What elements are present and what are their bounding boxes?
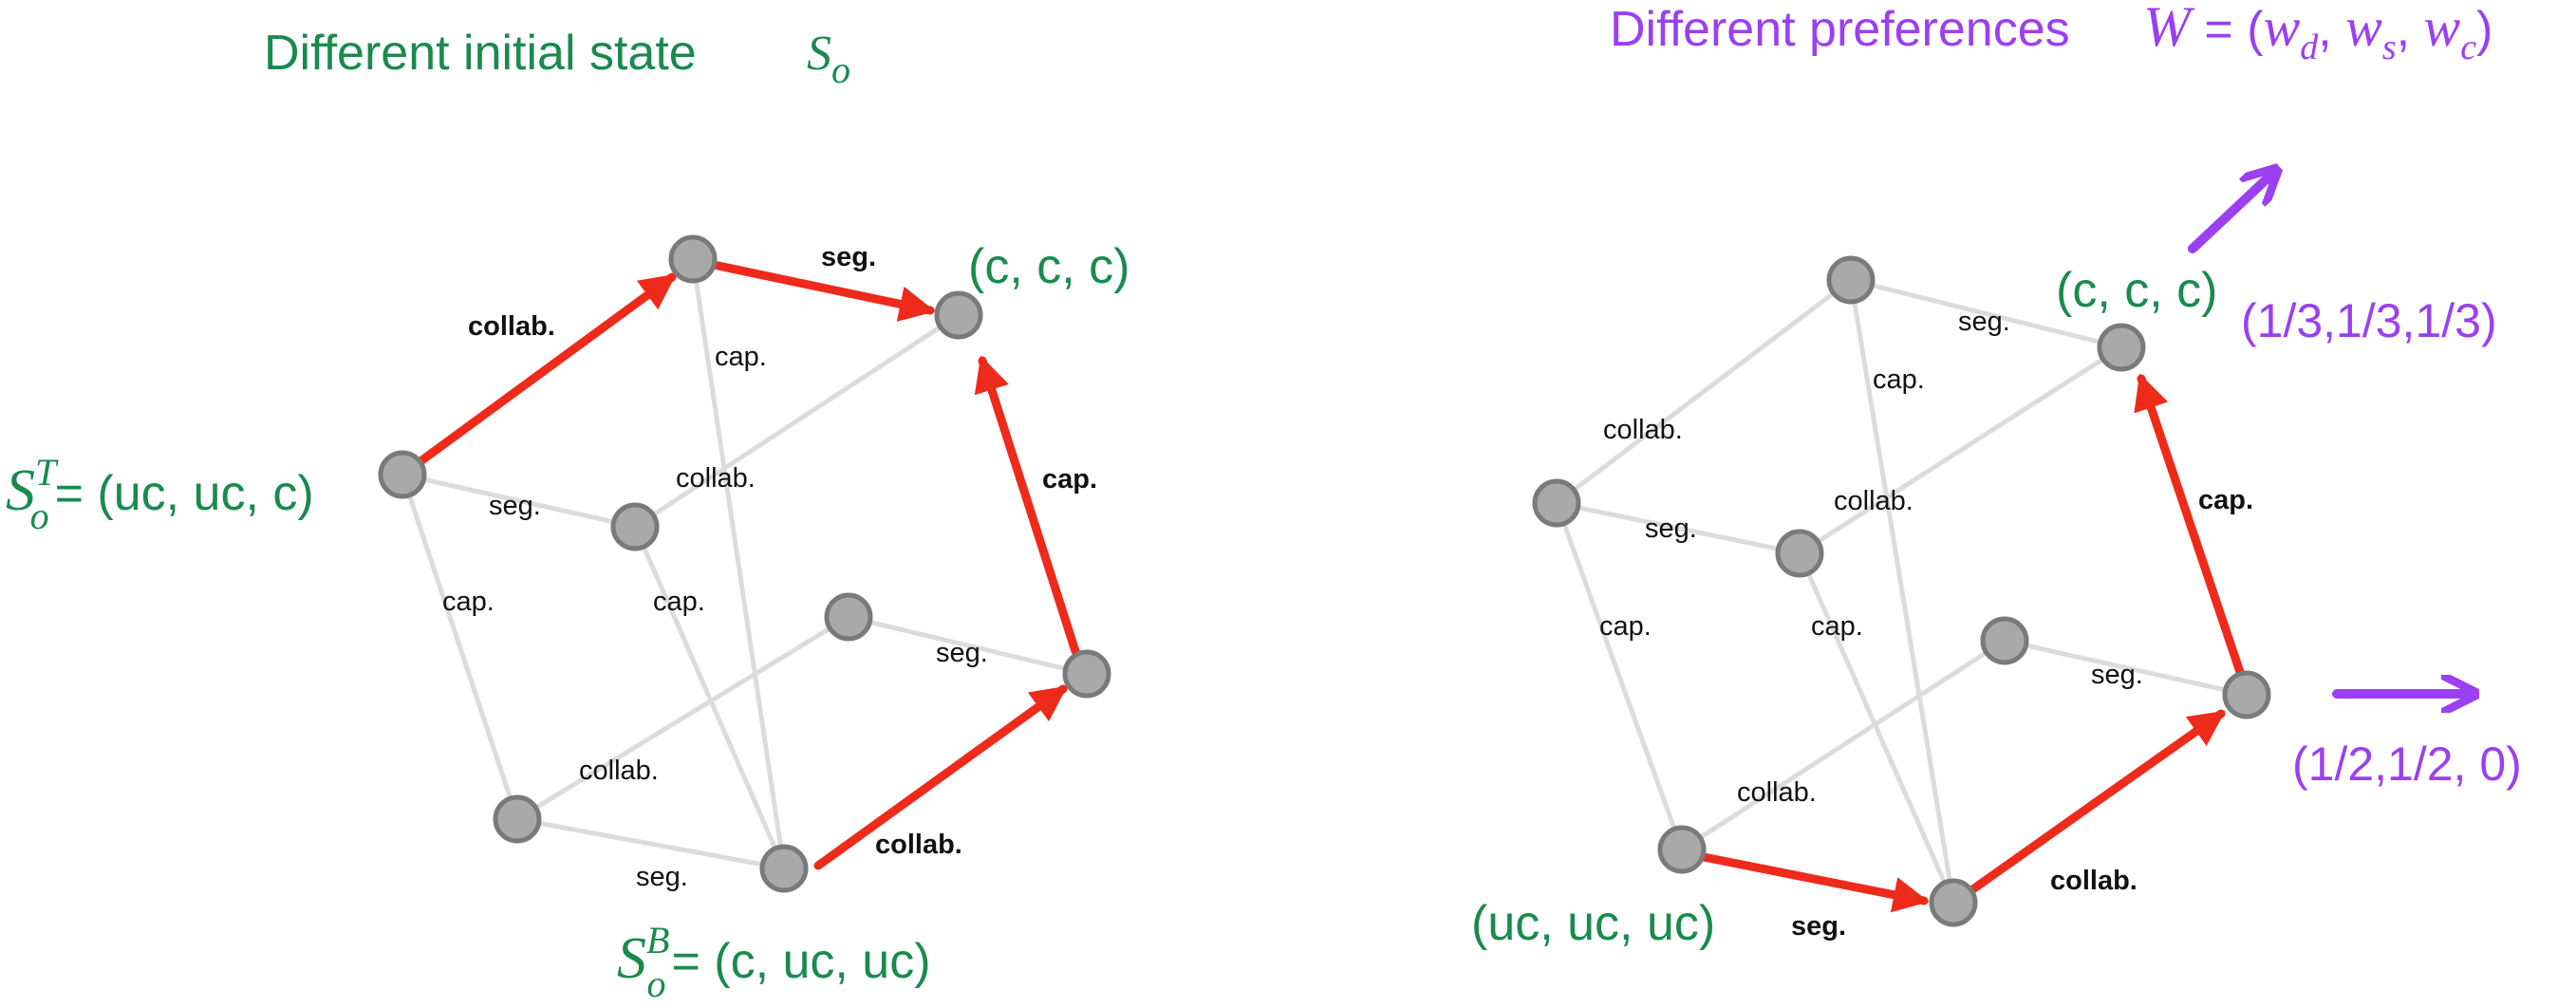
start-state-top-label: ST o = (uc, uc, c) <box>6 451 314 537</box>
edge-label: cap. <box>653 587 705 617</box>
right-edge-labels: seg. collab. cap. collab. cap. seg. cap.… <box>1599 307 2253 942</box>
edge-label: collab. <box>1834 486 1913 516</box>
left-panel: Different initial state So <box>6 26 1129 1005</box>
edge-label: seg. <box>489 491 541 521</box>
goal-state-label: (c, c, c) <box>968 239 1129 294</box>
edge-label: seg. <box>636 862 688 892</box>
edge-label: cap. <box>1042 464 1097 495</box>
node <box>2222 670 2271 719</box>
preference-diagonal-arrow <box>2188 175 2271 253</box>
right-title: Different preferences <box>1610 2 2070 57</box>
edge-label: collab. <box>1603 415 1683 445</box>
edge-label: seg. <box>2091 660 2143 690</box>
edge-label: collab. <box>1737 777 1817 808</box>
edge-label: cap. <box>2198 485 2253 515</box>
goal-state-label: (c, c, c) <box>2056 263 2217 318</box>
edge-label: collab. <box>579 756 659 786</box>
start-state-bottom-label: SB o = (c, uc, uc) <box>617 919 931 1005</box>
edge-label: seg. <box>821 242 876 272</box>
left-title: Different initial state <box>264 26 697 81</box>
start-state-label: (uc, uc, uc) <box>1471 896 1715 951</box>
edge-label: collab. <box>2050 866 2137 896</box>
left-edge-labels: seg. collab. cap. collab. cap. seg. cap.… <box>442 242 1097 892</box>
node-start-bottom <box>759 844 809 893</box>
node <box>1532 478 1581 528</box>
left-grid-edges <box>400 256 1090 871</box>
edge-label: cap. <box>1873 364 1925 395</box>
edge-label: cap. <box>715 342 767 372</box>
edge-label: collab. <box>676 463 756 494</box>
edge-label: seg. <box>1958 307 2010 337</box>
node <box>1929 878 1978 927</box>
edge-label: cap. <box>1599 611 1652 642</box>
node <box>1980 616 2029 665</box>
right-nodes <box>1532 255 2271 927</box>
node-start-top <box>378 450 427 499</box>
edge-label: cap. <box>1811 611 1863 642</box>
left-nodes <box>378 234 1111 893</box>
left-title-symbol: So <box>807 27 850 91</box>
node-goal <box>2097 323 2146 372</box>
edge-label: seg. <box>936 638 988 668</box>
preference-diagonal-label: (1/3,1/3,1/3) <box>2241 294 2497 347</box>
node <box>824 592 873 642</box>
node <box>1062 649 1111 699</box>
node-goal <box>934 290 983 340</box>
right-panel: Different preferences W = (wd, ws, wc) <box>1471 0 2522 951</box>
preference-horizontal-label: (1/2,1/2, 0) <box>2292 737 2522 791</box>
edge-label: seg. <box>1645 513 1697 544</box>
right-title-formula: W = (wd, ws, wc) <box>2143 0 2492 67</box>
node <box>668 234 718 284</box>
right-red-path <box>1694 373 2245 913</box>
node <box>493 794 542 844</box>
node <box>610 502 660 551</box>
node-start <box>1657 825 1707 874</box>
node <box>1826 255 1876 305</box>
edge-label: collab. <box>875 830 962 860</box>
left-red-path <box>398 260 1080 870</box>
edge-label: seg. <box>1791 911 1846 942</box>
right-grid-edges <box>1554 277 2249 905</box>
edge-label: collab. <box>468 311 555 342</box>
node <box>1775 529 1824 578</box>
edge-label: cap. <box>442 587 495 617</box>
